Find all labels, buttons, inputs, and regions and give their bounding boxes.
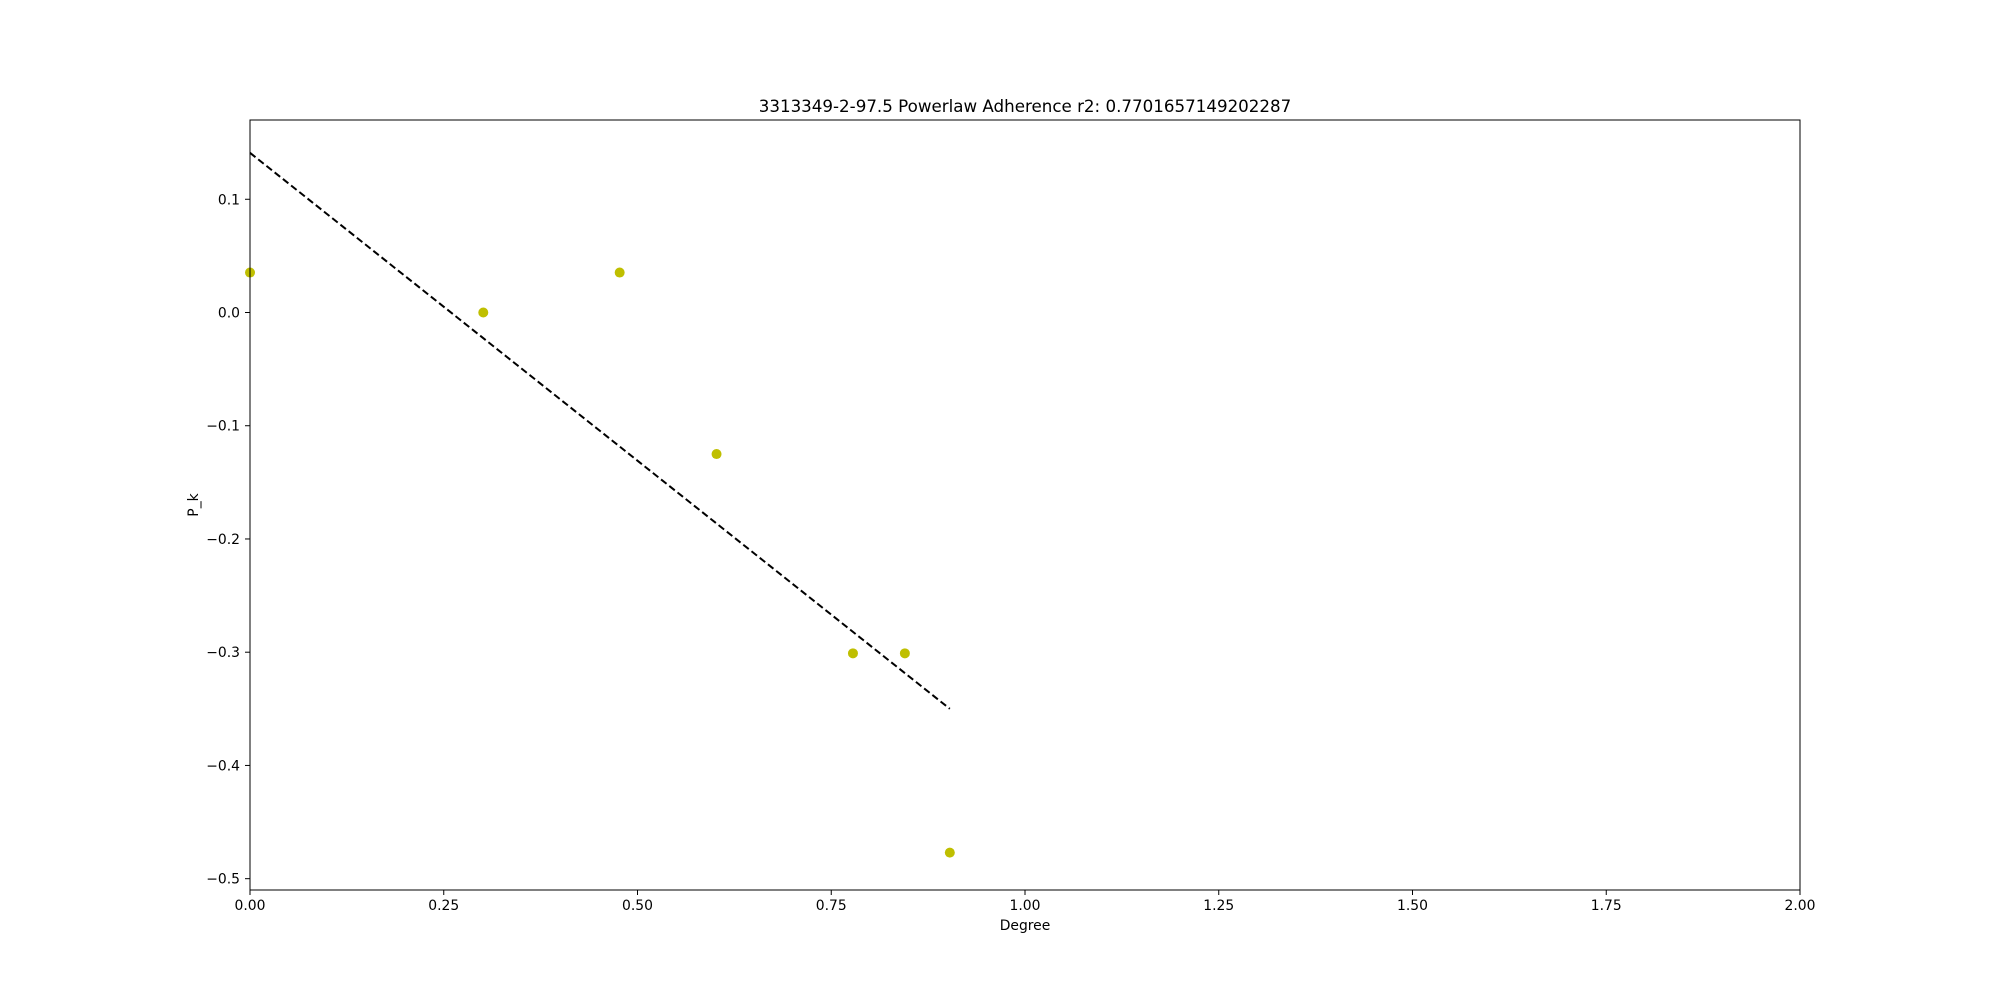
y-tick-label: −0.1 xyxy=(206,419,240,435)
x-axis-ticks: 0.00 0.25 0.50 0.75 1.00 1.25 1.50 1.75 2.00 xyxy=(235,890,1816,914)
data-point xyxy=(711,449,722,460)
y-tick-label: −0.3 xyxy=(206,645,240,661)
y-tick-label: −0.4 xyxy=(206,758,240,774)
plot-area-frame xyxy=(249,119,1801,891)
y-tick-label: 0.0 xyxy=(218,306,240,322)
data-point xyxy=(899,648,910,659)
y-tick-label: −0.2 xyxy=(206,532,240,548)
x-tick-label: 0.00 xyxy=(235,898,266,914)
x-tick-label: 0.50 xyxy=(622,898,653,914)
data-point xyxy=(614,267,625,278)
x-tick-label: 1.75 xyxy=(1591,898,1622,914)
x-axis-label: Degree xyxy=(1000,918,1051,934)
fit-line xyxy=(249,152,951,710)
data-point xyxy=(478,307,489,318)
x-tick-label: 1.50 xyxy=(1397,898,1428,914)
x-tick-label: 0.75 xyxy=(816,898,847,914)
y-axis-ticks: 0.1 0.0 −0.1 −0.2 −0.3 −0.4 −0.5 xyxy=(206,192,250,888)
plot-content xyxy=(245,152,955,858)
data-point xyxy=(847,648,858,659)
x-tick-label: 1.00 xyxy=(1010,898,1041,914)
y-tick-label: 0.1 xyxy=(218,192,240,208)
x-tick-label: 0.25 xyxy=(428,898,459,914)
x-tick-label: 1.25 xyxy=(1203,898,1234,914)
x-tick-label: 2.00 xyxy=(1785,898,1816,914)
data-point xyxy=(944,847,955,858)
y-axis-label: P_k xyxy=(186,493,202,516)
y-tick-label: −0.5 xyxy=(206,872,240,888)
chart-title: 3313349-2-97.5 Powerlaw Adherence r2: 0.… xyxy=(759,96,1292,116)
